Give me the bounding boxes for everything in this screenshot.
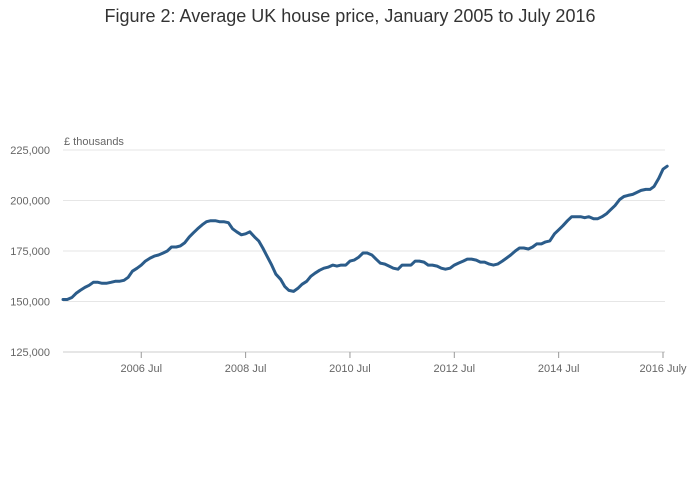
y-tick-label: 200,000 [10,196,50,208]
x-tick-label: 2010 Jul [329,363,371,375]
x-tick-label: 2008 Jul [225,363,267,375]
x-tick-label: 2014 Jul [538,363,580,375]
y-tick-label: 125,000 [10,347,50,359]
series-layer [61,164,669,301]
y-tick-label: 150,000 [10,297,50,309]
y-axis-unit-label: £ thousands [64,136,124,148]
x-tick-label: 2012 Jul [434,363,476,375]
series-line-house-price[interactable] [61,164,669,301]
x-tick-label: 2006 Jul [120,363,162,375]
y-axis-tick-labels: 125,000 150,000 175,000 200,000 225,000 [10,145,50,359]
y-tick-label: 225,000 [10,145,50,157]
y-tick-label: 175,000 [10,246,50,258]
x-axis: 2006 Jul 2008 Jul 2010 Jul 2012 Jul 2014 Jul… [63,351,687,375]
gridlines [63,149,665,353]
x-tick-label: 2016 July [639,363,687,375]
chart-title: Figure 2: Average UK house price, Januar… [104,6,596,26]
